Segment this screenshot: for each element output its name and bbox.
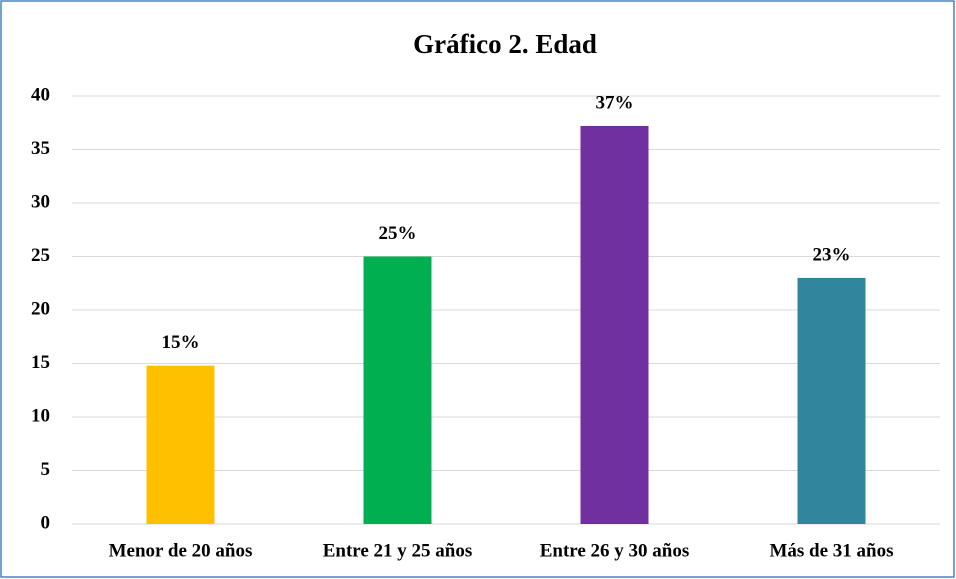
y-tick-label: 0 xyxy=(41,512,51,533)
y-tick-label: 5 xyxy=(41,459,51,480)
x-tick-label: Entre 21 y 25 años xyxy=(323,540,473,561)
y-tick-label: 30 xyxy=(31,191,50,212)
y-tick-label: 10 xyxy=(31,405,50,426)
x-tick-label: Entre 26 y 30 años xyxy=(540,540,690,561)
y-tick-label: 20 xyxy=(31,298,50,319)
y-tick-label: 40 xyxy=(31,84,50,105)
x-tick-label: Más de 31 años xyxy=(769,540,893,561)
bar xyxy=(797,277,866,524)
bar xyxy=(580,125,649,525)
value-label: 15% xyxy=(162,332,200,353)
y-tick-label: 15 xyxy=(31,352,50,373)
y-tick-label: 25 xyxy=(31,245,50,266)
bar xyxy=(363,256,432,524)
y-tick-label: 35 xyxy=(31,138,50,159)
x-tick-label: Menor de 20 años xyxy=(109,540,253,561)
chart-title: Gráfico 2. Edad xyxy=(413,29,597,59)
bar xyxy=(146,365,215,524)
value-label: 25% xyxy=(379,223,417,244)
value-label: 37% xyxy=(596,92,634,113)
value-label: 23% xyxy=(813,244,851,265)
